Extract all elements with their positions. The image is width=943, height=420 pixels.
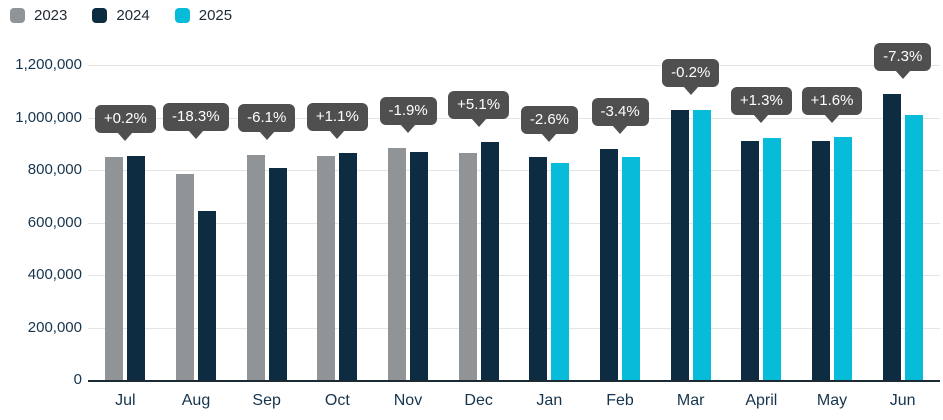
- badge-pointer-may: [824, 113, 840, 123]
- bar-2023-nov[interactable]: [388, 147, 406, 380]
- gridline-1,000,000: [88, 117, 940, 119]
- bar-2025-may[interactable]: [834, 137, 852, 380]
- legend-swatch-2024: [92, 8, 108, 23]
- change-badge-jan: -2.6%: [520, 106, 579, 135]
- x-axis-label-jan: Jan: [536, 392, 563, 409]
- change-badge-jul: +0.2%: [94, 105, 156, 134]
- x-axis-label-oct: Oct: [324, 392, 350, 409]
- bar-2023-aug[interactable]: [176, 173, 194, 380]
- badge-pointer-oct: [329, 129, 346, 139]
- bar-2024-sep[interactable]: [268, 168, 287, 380]
- badge-pointer-aug: [188, 130, 204, 140]
- legend-label-2023: 2023: [34, 7, 68, 24]
- y-axis-tick-label: 1,200,000: [15, 56, 82, 73]
- bar-2024-jun[interactable]: [882, 94, 901, 380]
- gridline-400,000: [88, 275, 940, 276]
- legend-swatch-2023: [10, 8, 25, 23]
- change-badge-mar: -0.2%: [662, 58, 720, 87]
- x-axis-label-jul: Jul: [115, 392, 136, 409]
- bar-2025-jan[interactable]: [551, 162, 570, 380]
- y-axis-tick-label: 800,000: [27, 161, 82, 178]
- change-badge-sep: -6.1%: [238, 103, 296, 132]
- bar-2025-feb[interactable]: [622, 156, 640, 380]
- x-axis-label-aug: Aug: [181, 392, 211, 409]
- bar-2024-mar[interactable]: [670, 109, 689, 380]
- badge-pointer-feb: [612, 124, 628, 134]
- badge-pointer-dec: [470, 117, 487, 127]
- bar-2025-mar[interactable]: [692, 110, 711, 380]
- bar-2024-dec[interactable]: [480, 141, 499, 380]
- change-badge-oct: +1.1%: [306, 102, 368, 131]
- x-axis-label-sep: Sep: [252, 392, 281, 409]
- bar-2024-nov[interactable]: [410, 152, 428, 380]
- badge-pointer-jan: [541, 133, 558, 143]
- badge-pointer-jun: [894, 70, 911, 80]
- badge-pointer-nov: [400, 123, 416, 133]
- gridline-1,200,000: [88, 65, 940, 66]
- gridline-600,000: [88, 222, 940, 224]
- x-axis-label-nov: Nov: [393, 392, 423, 409]
- bar-2024-oct[interactable]: [339, 153, 358, 380]
- x-axis-line: [88, 380, 940, 382]
- y-axis-tick-label: 600,000: [27, 213, 82, 231]
- change-badge-nov: -1.9%: [379, 96, 437, 125]
- x-axis-label-dec: Dec: [464, 392, 493, 409]
- change-badge-april: +1.3%: [730, 87, 792, 116]
- badge-pointer-jul: [117, 132, 134, 142]
- change-badge-dec: +5.1%: [448, 90, 510, 119]
- gridline-800,000: [88, 170, 940, 171]
- change-badge-jun: -7.3%: [874, 43, 932, 72]
- y-axis-tick-label: 0: [73, 371, 82, 388]
- x-axis-label-mar: Mar: [676, 392, 705, 409]
- x-axis-label-jun: Jun: [889, 392, 916, 409]
- legend-swatch-2025: [174, 8, 190, 23]
- bar-2023-oct[interactable]: [317, 155, 336, 380]
- x-axis-label-feb: Feb: [606, 392, 634, 409]
- bar-2024-feb[interactable]: [600, 148, 618, 380]
- badge-pointer-mar: [682, 85, 699, 95]
- bar-2023-jul[interactable]: [105, 156, 124, 380]
- bar-2024-aug[interactable]: [198, 211, 216, 380]
- badge-pointer-april: [753, 114, 770, 124]
- bar-2023-sep[interactable]: [246, 154, 265, 380]
- change-badge-feb: -3.4%: [591, 97, 649, 126]
- legend-label-2024: 2024: [116, 7, 150, 24]
- y-axis-tick-label: 400,000: [27, 266, 82, 283]
- chart-legend: 2023 2024 2025: [10, 7, 257, 24]
- bar-2023-dec[interactable]: [458, 153, 477, 380]
- bar-2024-jan[interactable]: [529, 157, 548, 380]
- bar-2025-jun[interactable]: [904, 115, 923, 380]
- y-axis-tick-label: 200,000: [27, 318, 82, 336]
- x-axis-label-april: April: [745, 392, 778, 409]
- change-badge-may: +1.6%: [801, 86, 863, 115]
- x-axis-label-may: May: [816, 392, 848, 409]
- legend-item-2023[interactable]: 2023: [10, 7, 67, 24]
- change-badge-aug: -18.3%: [163, 103, 229, 132]
- gridline-200,000: [88, 327, 940, 329]
- y-axis-tick-label: 1,000,000: [15, 108, 82, 126]
- bar-2024-jul[interactable]: [127, 156, 146, 380]
- bar-2025-april[interactable]: [763, 137, 782, 380]
- bar-2024-may[interactable]: [812, 141, 830, 380]
- badge-pointer-sep: [258, 130, 275, 140]
- legend-item-2025[interactable]: 2025: [174, 7, 233, 24]
- bar-2024-april[interactable]: [741, 141, 760, 380]
- legend-item-2024[interactable]: 2024: [92, 7, 150, 24]
- legend-label-2025: 2025: [198, 7, 233, 24]
